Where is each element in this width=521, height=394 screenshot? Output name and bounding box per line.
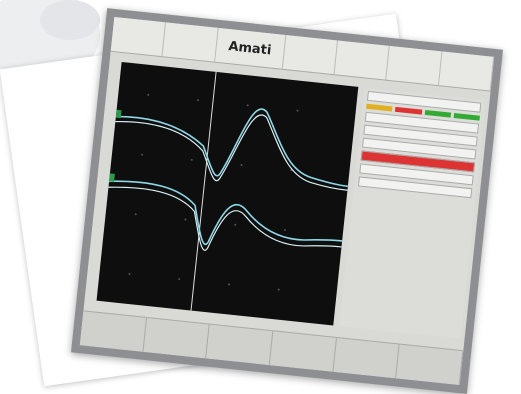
app-title: Amati [215, 28, 286, 69]
bottom-button[interactable] [333, 338, 400, 378]
waveform [103, 185, 345, 264]
bottom-button[interactable] [206, 325, 273, 365]
grid-dots [128, 94, 298, 291]
monitor-frame: Amati [71, 8, 503, 394]
screen: Amati [80, 17, 494, 385]
scene: Amati [0, 0, 521, 394]
toolbar-button[interactable] [334, 40, 390, 79]
bottom-button[interactable] [396, 345, 463, 385]
waveform [111, 94, 355, 189]
side-panel [339, 87, 485, 338]
toolbar-button[interactable] [282, 35, 338, 74]
channel-marker[interactable] [109, 173, 115, 181]
background-shape [40, 0, 100, 40]
cursor-line[interactable] [191, 72, 216, 311]
toolbar-button[interactable] [439, 51, 495, 90]
toolbar-button[interactable] [163, 22, 219, 61]
channel-marker[interactable] [116, 110, 122, 118]
bottom-button[interactable] [80, 311, 147, 351]
bottom-button[interactable] [270, 331, 337, 371]
signal-plot [97, 62, 359, 326]
bottom-button[interactable] [143, 318, 210, 358]
waveform [104, 179, 346, 258]
toolbar-button[interactable] [387, 46, 443, 85]
toolbar-button[interactable] [111, 17, 167, 56]
